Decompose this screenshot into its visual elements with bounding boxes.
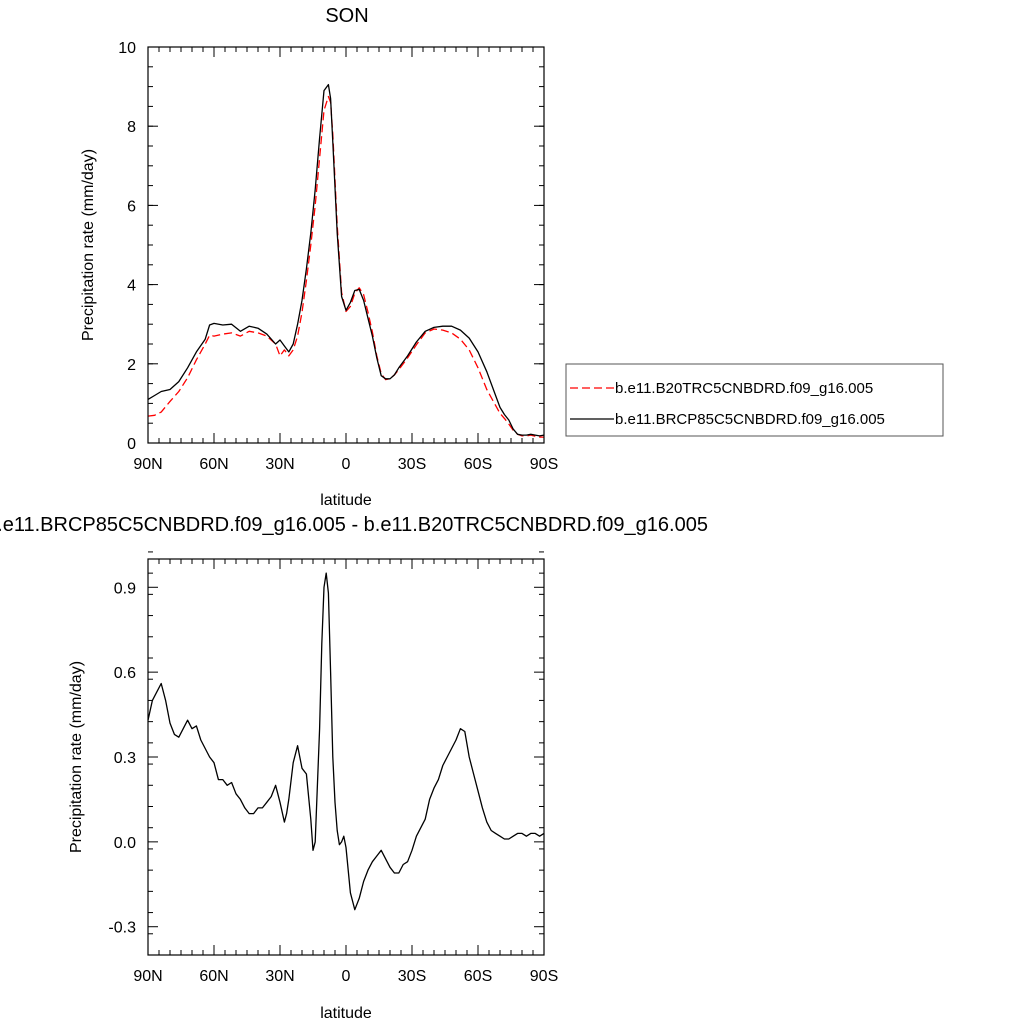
bottom-chart: b.e11.BRCP85C5CNBDRD.f09_g16.005 - b.e11… [0, 514, 708, 1022]
x-tick-label: 30S [398, 968, 426, 985]
y-tick-label: 4 [127, 278, 136, 295]
x-tick-label: 90S [530, 968, 558, 985]
x-tick-label: 60N [199, 968, 228, 985]
y-tick-label: 0.9 [114, 580, 136, 597]
bottom-chart-frame [147, 558, 545, 956]
y-tick-label: 6 [127, 198, 136, 215]
bottom-chart-xlabel: latitude [320, 1005, 372, 1022]
top-chart-xlabel: latitude [320, 492, 372, 509]
x-tick-label: 0 [342, 968, 351, 985]
top-chart-title: SON [325, 5, 368, 27]
x-tick-label: 90N [133, 968, 162, 985]
x-tick-label: 30N [265, 968, 294, 985]
bottom-chart-title: b.e11.BRCP85C5CNBDRD.f09_g16.005 - b.e11… [0, 514, 708, 536]
x-tick-label: 60S [464, 456, 492, 473]
legend-label-rcp85: b.e11.BRCP85C5CNBDRD.f09_g16.005 [615, 411, 885, 428]
series-line-0 [147, 572, 545, 911]
x-tick-label: 60N [199, 456, 228, 473]
x-tick-label: 30N [265, 456, 294, 473]
y-tick-label: 8 [127, 119, 136, 136]
series-line-1 [147, 83, 545, 437]
bottom-chart-ylabel: Precipitation rate (mm/day) [68, 661, 85, 853]
y-tick-label: 10 [118, 40, 136, 57]
x-tick-label: 90S [530, 456, 558, 473]
x-tick-label: 90N [133, 456, 162, 473]
top-chart-ticks: 90N 60N 30N 0 30S 60S 90S 0 2 4 6 8 10 [118, 40, 558, 473]
x-tick-label: 30S [398, 456, 426, 473]
bottom-chart-series [147, 572, 545, 911]
y-tick-label: 0.0 [114, 835, 136, 852]
y-tick-label: 2 [127, 357, 136, 374]
legend: b.e11.B20TRC5CNBDRD.f09_g16.005 b.e11.BR… [565, 363, 944, 437]
y-tick-label: 0.3 [114, 750, 136, 767]
legend-label-historical: b.e11.B20TRC5CNBDRD.f09_g16.005 [615, 380, 873, 397]
bottom-chart-ticks: 90N 60N 30N 0 30S 60S 90S -0.3 0.0 0.3 0.6 0.9 [108, 551, 558, 985]
series-line-0 [147, 95, 544, 438]
top-chart-ylabel: Precipitation rate (mm/day) [80, 149, 97, 341]
x-tick-label: 0 [342, 456, 351, 473]
y-tick-label: 0.6 [114, 665, 136, 682]
x-tick-label: 60S [464, 968, 492, 985]
top-chart-series [147, 83, 545, 438]
legend-box [565, 363, 944, 437]
y-tick-label: 0 [127, 436, 136, 453]
y-tick-label: -0.3 [108, 920, 136, 937]
